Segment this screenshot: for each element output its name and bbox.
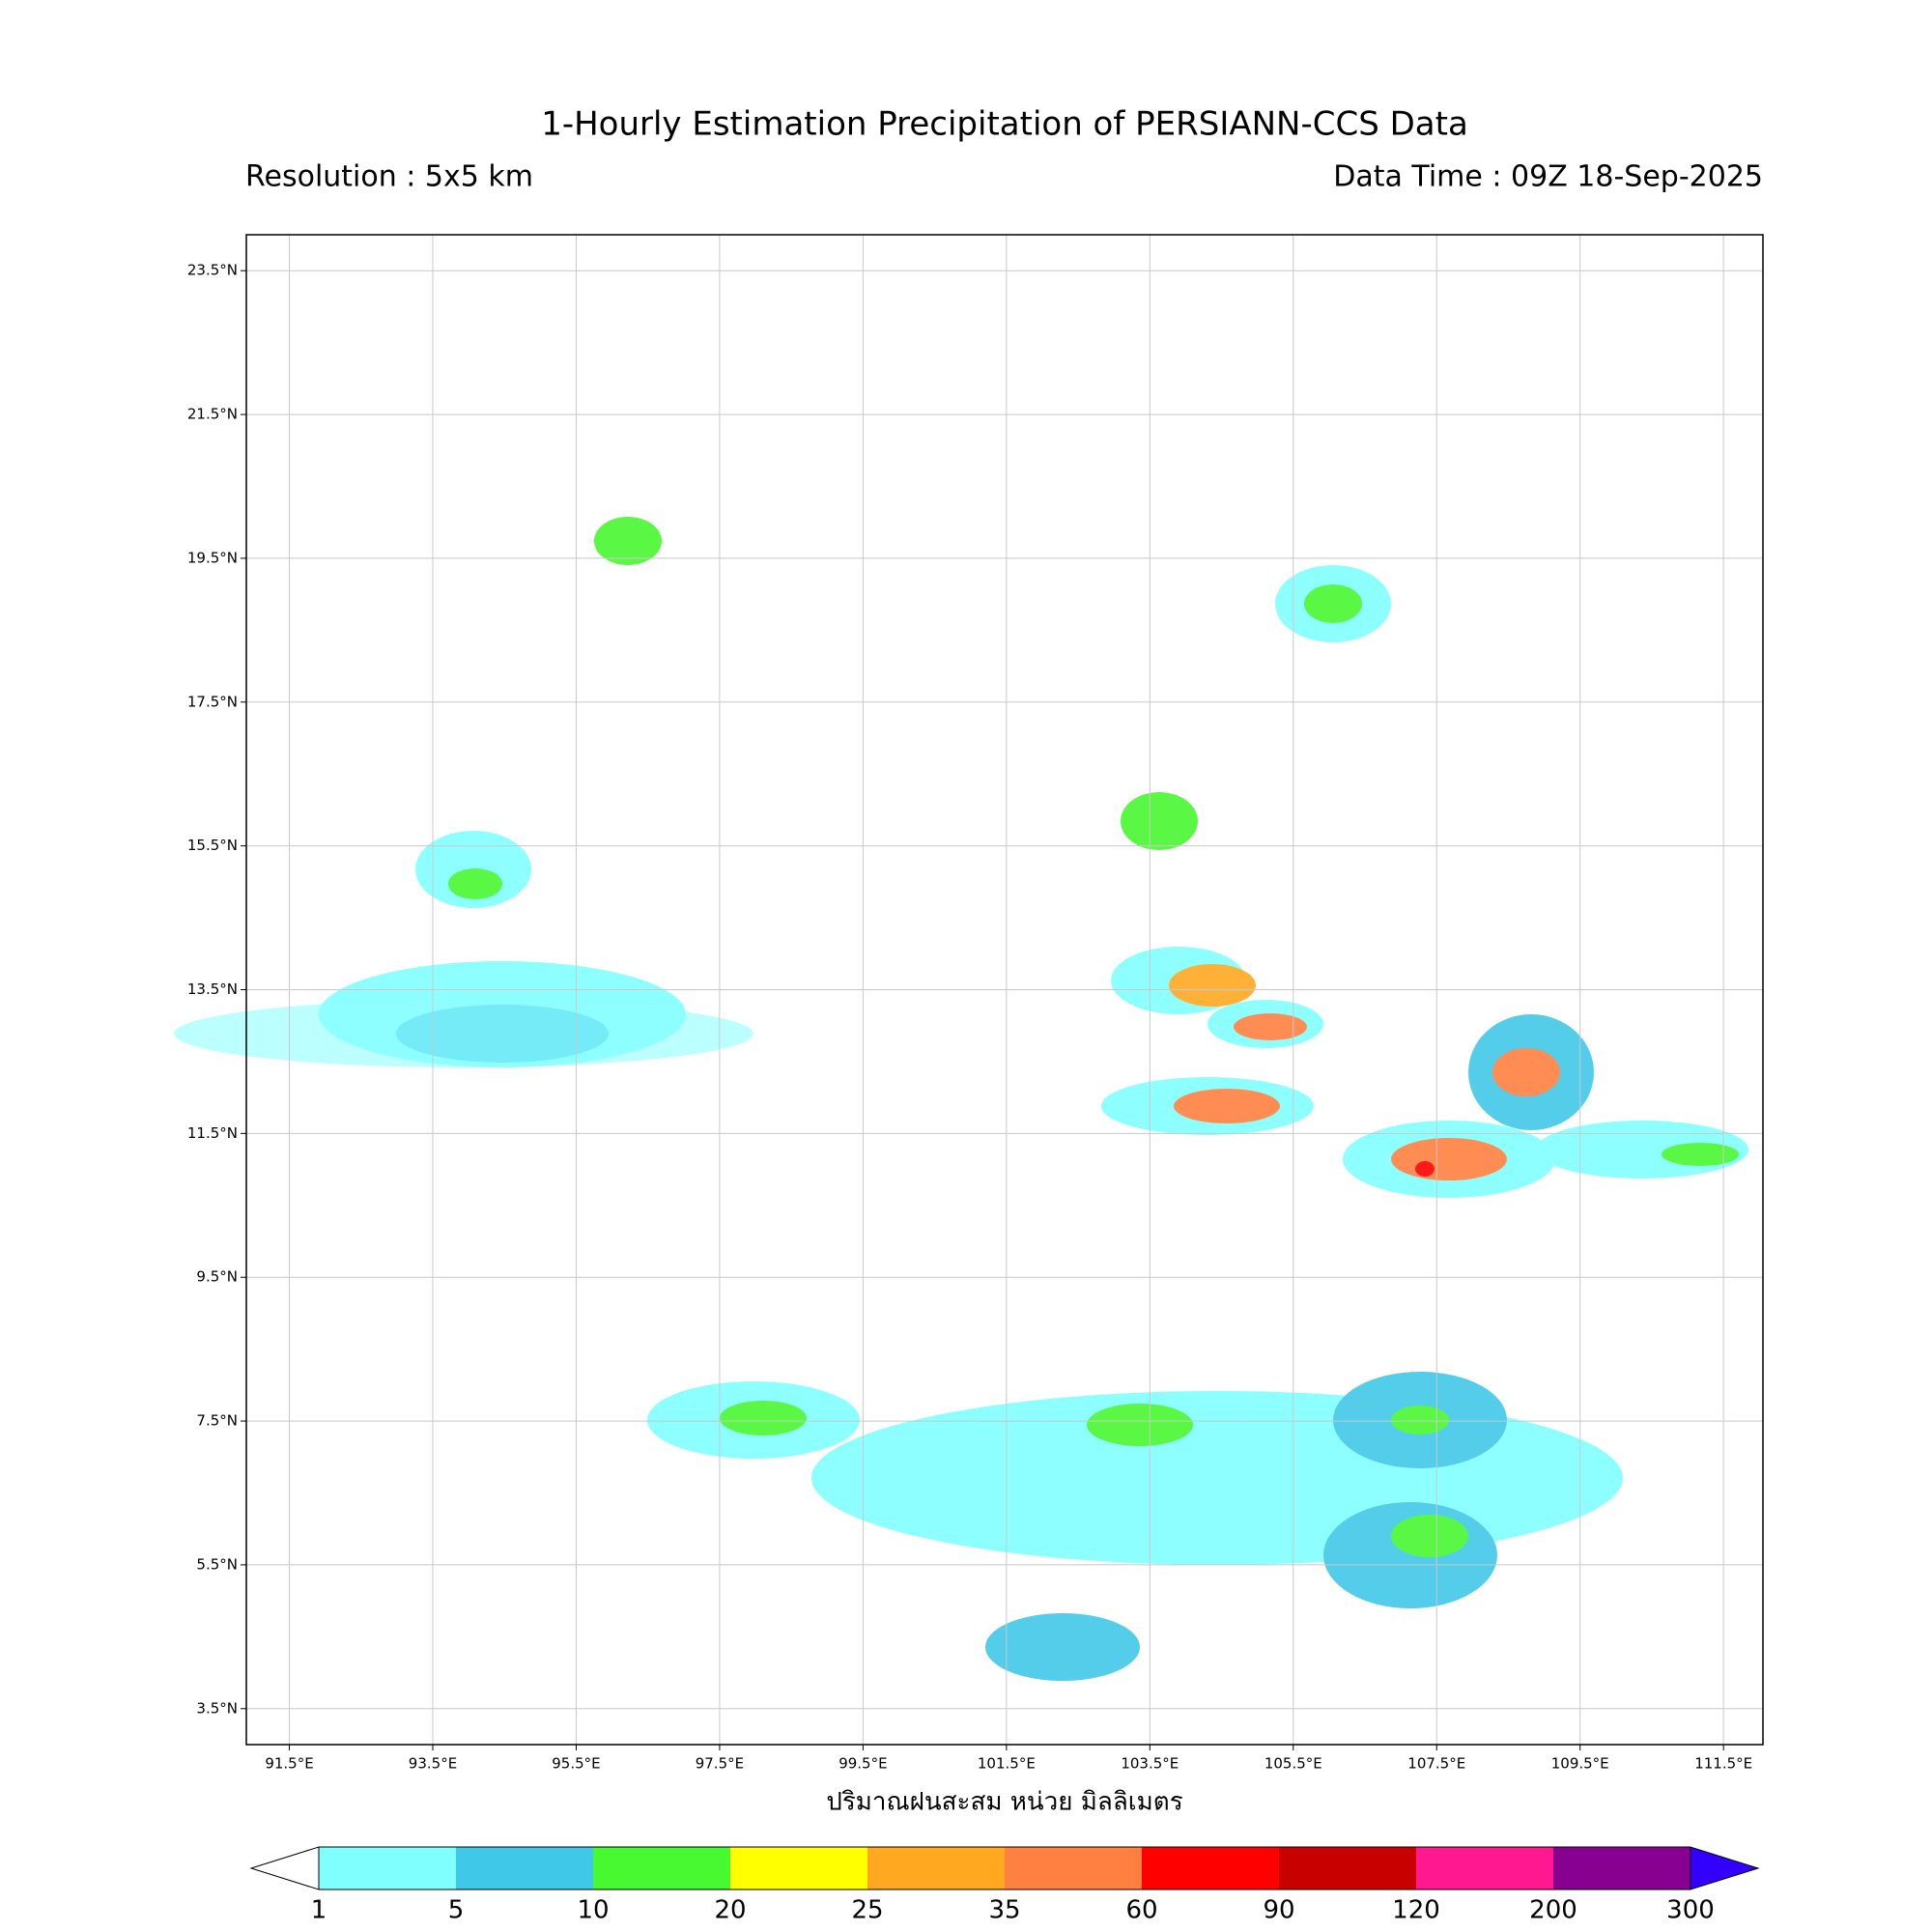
rain-area [1415, 1161, 1435, 1177]
x-tick-label: 105.5°E [1264, 1755, 1322, 1773]
colorbar-box [1005, 1847, 1142, 1889]
colorbar-frame [318, 1846, 1691, 1890]
resolution: Resolution : 5x5 km [245, 160, 533, 194]
y-tick-label: 9.5°N [196, 1268, 238, 1286]
colorbar-label: 300 [1666, 1896, 1715, 1925]
x-tick-label: 107.5°E [1407, 1755, 1465, 1773]
y-tick-label: 21.5°N [187, 406, 238, 423]
y-tick-label: 3.5°N [196, 1699, 238, 1717]
colorbar-box [1416, 1847, 1553, 1889]
x-tick-label: 103.5°E [1121, 1755, 1179, 1773]
colorbar-label: 10 [577, 1896, 609, 1925]
colorbar-label: 90 [1263, 1896, 1294, 1925]
rain-area [985, 1613, 1140, 1681]
colorbar-box [730, 1847, 867, 1889]
data-time: Data Time : 09Z 18-Sep-2025 [1333, 160, 1763, 194]
x-tick-label: 111.5°E [1694, 1755, 1752, 1773]
colorbar-label: 35 [988, 1896, 1020, 1925]
x-tick-label: 101.5°E [978, 1755, 1036, 1773]
colorbar-box [867, 1847, 1005, 1889]
x-tick-label: 93.5°E [409, 1755, 457, 1773]
rain-area [1234, 1013, 1307, 1040]
colorbar-under [249, 1846, 320, 1890]
rain-area [720, 1401, 807, 1435]
x-tick-label: 91.5°E [265, 1755, 313, 1773]
rain-area [448, 868, 502, 899]
x-tick-label: 95.5°E [552, 1755, 600, 1773]
rain-area [174, 1000, 753, 1067]
y-tick-label: 5.5°N [196, 1555, 238, 1573]
y-tick-label: 15.5°N [187, 837, 238, 854]
y-tick-label: 23.5°N [187, 262, 238, 279]
rain-area [1391, 1138, 1507, 1180]
colorbar-over [1690, 1846, 1760, 1890]
colorbar-box [456, 1847, 593, 1889]
colorbar-label: 200 [1529, 1896, 1577, 1925]
x-tick-label: 109.5°E [1551, 1755, 1609, 1773]
colorbar-label: 20 [714, 1896, 746, 1925]
x-tick-label: 97.5°E [696, 1755, 744, 1773]
colorbar-box [593, 1847, 730, 1889]
rain-area [1169, 964, 1256, 1007]
rain-area [1391, 1406, 1449, 1435]
colorbar-label: 5 [448, 1896, 465, 1925]
x-axis-label: ปริมาณฝนสะสม หน่วย มิลลิเมตร [826, 1788, 1182, 1817]
rain-area [1304, 584, 1362, 623]
colorbar-label: 25 [851, 1896, 883, 1925]
precipitation-field [174, 517, 1748, 1681]
colorbar-label: 60 [1125, 1896, 1157, 1925]
y-tick-label: 13.5°N [187, 980, 238, 998]
map-title: 1-Hourly Estimation Precipitation of PER… [541, 105, 1468, 144]
colorbar-label: 120 [1392, 1896, 1440, 1925]
y-tick-label: 19.5°N [187, 549, 238, 566]
colorbar-box [319, 1847, 456, 1889]
y-tick-label: 17.5°N [187, 693, 238, 710]
y-tick-label: 11.5°N [187, 1124, 238, 1142]
rain-area [1121, 792, 1198, 850]
rain-area [1087, 1404, 1193, 1446]
rain-area [594, 517, 662, 565]
x-tick-label: 99.5°E [838, 1755, 887, 1773]
rain-area [1662, 1143, 1739, 1166]
colorbar-label: 1 [311, 1896, 327, 1925]
y-tick-label: 7.5°N [196, 1412, 238, 1430]
colorbar-box [1142, 1847, 1279, 1889]
rain-area [1174, 1089, 1280, 1123]
colorbar-box [1553, 1847, 1690, 1889]
colorbar-box [1279, 1847, 1416, 1889]
map-frame [245, 234, 1764, 1746]
rain-area [1492, 1048, 1560, 1096]
rain-area [1391, 1515, 1468, 1557]
